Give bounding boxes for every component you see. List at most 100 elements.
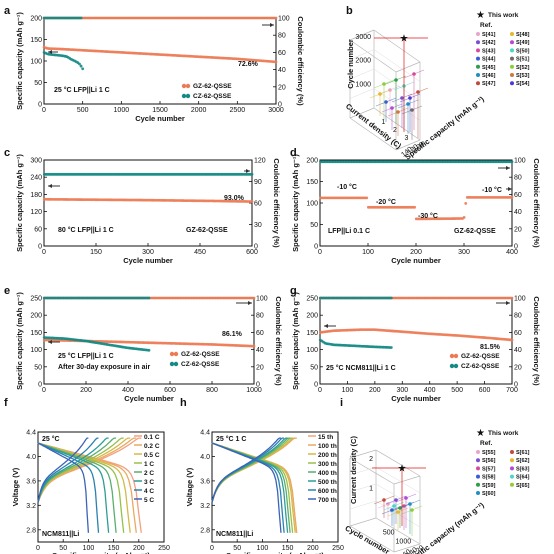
legend-marker (173, 351, 179, 357)
legend-ref: S[62] (516, 458, 530, 464)
annotation: After 30-day exposure in air (58, 364, 150, 371)
legend-ref: S[49] (516, 40, 530, 46)
legend-ref: S[41] (482, 32, 496, 38)
y-tick-label: 100 (306, 347, 318, 354)
grid-line (349, 500, 377, 510)
z-tick-label: 2 (369, 456, 373, 463)
annotation: NCM811||Li (42, 531, 79, 538)
legend-ref: S[50] (516, 48, 530, 54)
x-axis-label: Cycle number (124, 394, 174, 403)
y-tick-label: 2.8 (26, 527, 36, 534)
ref-point (408, 96, 412, 100)
legend-label: CZ-62-QSSE (193, 93, 232, 100)
plot-frame (211, 431, 339, 543)
y-tick-label: 150 (306, 179, 318, 186)
y-tick-label: 100 (30, 59, 42, 66)
annotation: 25 °C LFP||Li 1 C (58, 352, 114, 360)
grid-edge (393, 543, 421, 553)
data-point (274, 60, 278, 64)
ref-point (390, 106, 394, 110)
arrow-head (324, 324, 328, 328)
this-work-star: ★ (398, 464, 407, 475)
annotation: 72.6% (238, 61, 259, 68)
y2-tick-label: 20 (256, 364, 264, 371)
y2-tick-label: 0 (254, 244, 258, 251)
legend-item: CZ-62-QSSE (181, 93, 232, 100)
x-tick-label: 600 (479, 387, 491, 394)
arrow-head (508, 187, 512, 191)
legend-label: 100 th (318, 443, 337, 450)
legend-label: 5 C (144, 497, 154, 504)
legend-label: 400 th (318, 470, 337, 477)
y2-axis-label: Coulombic efficiency (%) (274, 296, 283, 386)
series-cz-62-qsse (318, 338, 393, 349)
x-tick-label: 0 (42, 387, 46, 394)
data-point (79, 64, 83, 68)
legend-marker (510, 466, 514, 471)
legend-marker (510, 64, 514, 69)
legend-label: 300 th (318, 461, 337, 468)
legend-title: Ref. (480, 22, 492, 29)
legend-marker (510, 458, 514, 463)
plot-frame (37, 431, 165, 543)
grid-edge (395, 139, 421, 151)
series-gz-62-qsse (42, 45, 278, 64)
y2-tick-label: 60 (254, 201, 262, 208)
legend-label: 3 C (144, 479, 154, 486)
legend-marker (476, 40, 480, 45)
x-axis-label: Specific capacity (mAh g⁻¹) (226, 551, 324, 554)
y2-tick-label: 90 (254, 179, 262, 186)
x-tick-label: 50 (59, 545, 67, 552)
y-tick-label: 140 (405, 546, 419, 554)
arrow-head (48, 340, 52, 344)
y2-tick-label: 60 (514, 330, 522, 337)
panel-i: 1 2 5001000120140160 Current density (C) Cyc… (344, 428, 530, 554)
ref-point (384, 100, 388, 104)
x-tick-label: 2 (393, 127, 397, 134)
series-cz-62-qsse-ce (42, 296, 151, 300)
annotation: GZ-62-QSSE (186, 227, 228, 234)
y-tick-label: 0 (314, 244, 318, 251)
x-tick-label: 2000 (191, 107, 207, 114)
x-tick-label: 800 (206, 387, 218, 394)
legend-marker (173, 361, 179, 367)
y-axis-label: Specific capacity (mAh g⁻¹) (291, 154, 300, 252)
ref-point (416, 90, 420, 94)
y2-tick-label: 0 (256, 382, 260, 389)
legend-ref: S[52] (516, 65, 530, 71)
x-tick-label: 150 (90, 249, 102, 256)
x-tick-label: 700 (506, 387, 518, 394)
legend-this-work: This work (488, 430, 519, 437)
annotation: -10 °C (482, 186, 502, 194)
legend-marker (181, 83, 187, 89)
discharge-curve (37, 442, 100, 533)
y2-tick-label: 100 (256, 296, 268, 303)
x-axis-label: Cycle number (344, 524, 392, 554)
x-tick-label: 3000 (268, 107, 284, 114)
x-axis-label: Cycle number (391, 394, 441, 403)
grid-edge (349, 29, 375, 41)
legend-label: GZ-62-QSSE (181, 351, 220, 358)
y2-tick-label: 40 (514, 209, 522, 216)
grid-edge (375, 517, 421, 545)
x-tick-label: 400 (122, 387, 134, 394)
legend-marker (169, 351, 175, 357)
x-tick-label: 200 (133, 545, 145, 552)
y-tick-label: 3.2 (26, 503, 36, 510)
y-axis-label: Specific capacity (mAh g⁻¹) (403, 500, 486, 554)
panel-e: 0 200 400 600 800 100005010015020025002040608… (15, 292, 283, 403)
grid-edge (373, 107, 421, 141)
y2-tick-label: 40 (256, 347, 264, 354)
y2-tick-label: 60 (256, 330, 264, 337)
ref-point (404, 496, 408, 500)
discharge-curve (37, 442, 131, 533)
ref-point (410, 108, 414, 112)
legend-ref: S[63] (516, 466, 530, 472)
legend-marker (510, 474, 514, 479)
y2-tick-label: 100 (278, 16, 290, 23)
series-cz-62-qsse (42, 336, 151, 352)
this-work-star: ★ (400, 34, 409, 45)
panel-h: 0 50 100 150 200 250 2.8 3.2 3.6 4.0 4.4 Specific c… (185, 430, 344, 554)
x-tick-label: 250 (332, 545, 344, 552)
